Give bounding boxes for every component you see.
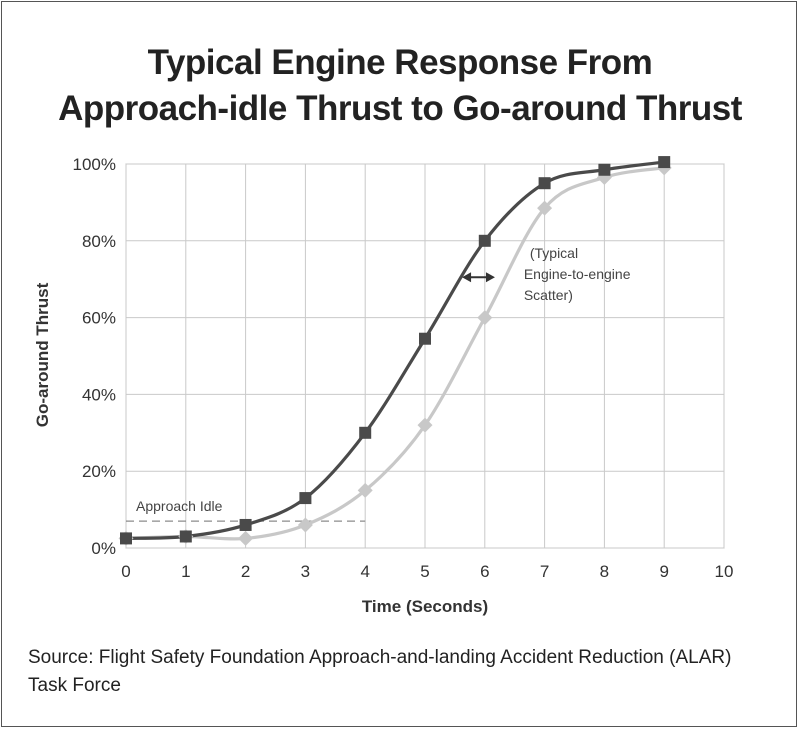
data-point-square: [478, 234, 491, 247]
x-tick-label: 6: [480, 562, 489, 581]
y-tick-label: 80%: [82, 232, 116, 251]
scatter-arrowhead-right: [485, 272, 495, 283]
data-point-square: [179, 530, 192, 543]
data-point-square: [538, 177, 551, 190]
series-lines: [124, 160, 666, 541]
axis-ticks: 0 1 2 3 4 5 6 7 8 9 100%20%40%60%80%100%: [73, 155, 734, 581]
data-point-square: [239, 518, 252, 531]
data-point-square: [658, 156, 671, 169]
data-point-square: [299, 492, 312, 505]
x-tick-label: 4: [360, 562, 369, 581]
scatter-label-line: Engine-to-engine: [524, 266, 631, 282]
grid: [125, 163, 725, 549]
data-point-diamond: [357, 482, 373, 498]
x-tick-label: 2: [241, 562, 250, 581]
x-tick-label: 0: [121, 562, 130, 581]
x-tick-label: 1: [181, 562, 190, 581]
approach-idle-label: Approach Idle: [136, 498, 223, 514]
series-markers: [118, 156, 672, 546]
y-tick-label: 40%: [82, 385, 116, 404]
x-tick-label: 10: [715, 562, 734, 581]
chart-title: Typical Engine Response From Approach-id…: [0, 40, 800, 132]
x-tick-label: 3: [301, 562, 310, 581]
scatter-label-line: (Typical: [530, 245, 578, 261]
data-point-diamond: [537, 200, 553, 216]
data-point-square: [598, 163, 611, 176]
x-tick-label: 9: [659, 562, 668, 581]
chart-title-line-1: Typical Engine Response From: [147, 43, 653, 82]
scatter-label-line: Scatter): [524, 287, 573, 303]
x-tick-label: 8: [600, 562, 609, 581]
x-tick-label: 7: [540, 562, 549, 581]
data-point-diamond: [417, 417, 433, 433]
y-tick-label: 20%: [82, 462, 116, 481]
y-axis-label: Go-around Thrust: [33, 282, 52, 427]
data-point-square: [120, 532, 132, 545]
line-chart: 0 1 2 3 4 5 6 7 8 9 100%20%40%60%80%100% Approach …: [33, 155, 734, 616]
data-point-square: [359, 426, 372, 439]
scatter-arrowhead-left: [462, 272, 472, 283]
data-point-square: [419, 332, 431, 345]
data-point-diamond: [297, 517, 313, 533]
series-line-1: [124, 160, 666, 540]
x-tick-label: 5: [420, 562, 429, 581]
source-note: Source: Flight Safety Foundation Approac…: [28, 647, 732, 696]
series-line-2: [124, 166, 666, 541]
data-point-diamond: [477, 310, 493, 326]
x-axis-label: Time (Seconds): [362, 597, 488, 616]
chart-title-line-2: Approach-idle Thrust to Go-around Thrust: [58, 89, 742, 128]
y-tick-label: 100%: [73, 155, 116, 174]
data-point-diamond: [238, 530, 254, 546]
y-tick-label: 0%: [91, 539, 116, 558]
scatter-annotation: (Typical Engine-to-engine Scatter): [462, 245, 631, 303]
y-tick-label: 60%: [82, 309, 116, 328]
